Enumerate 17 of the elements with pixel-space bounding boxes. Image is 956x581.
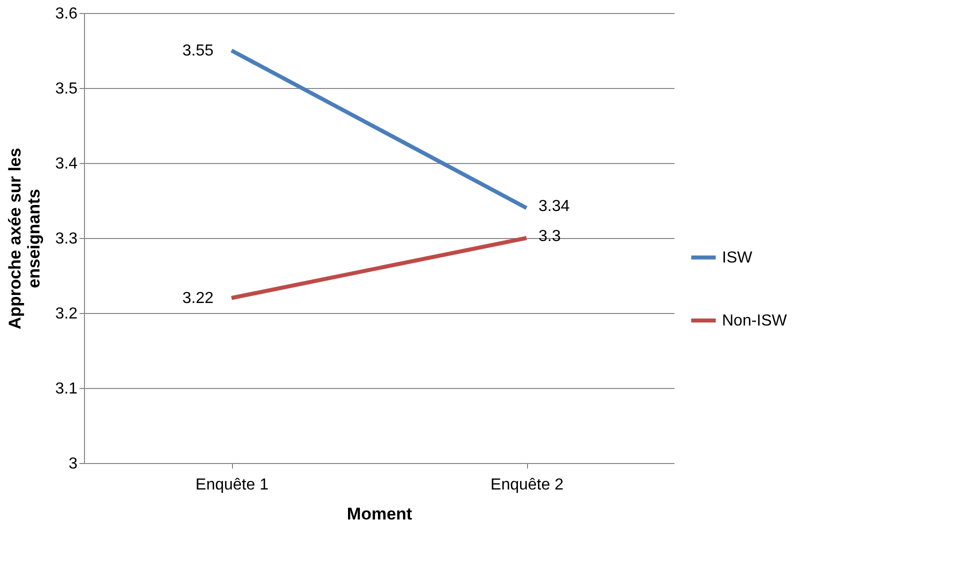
data-label: 3.3 bbox=[538, 228, 561, 245]
x-axis-title: Moment bbox=[346, 504, 412, 524]
y-tick-label: 3.6 bbox=[55, 6, 78, 22]
y-tick-label: 3.1 bbox=[55, 380, 78, 398]
y-tick-label: 3.3 bbox=[55, 230, 78, 248]
data-label: 3.22 bbox=[182, 290, 214, 307]
x-tick-label: Enquête 2 bbox=[490, 476, 564, 494]
y-tick-label: 3 bbox=[68, 456, 78, 472]
legend-label: ISW bbox=[722, 250, 754, 266]
y-tick-label: 3.2 bbox=[55, 306, 78, 322]
data-label: 3.55 bbox=[182, 42, 214, 60]
y-tick-label: 3.5 bbox=[55, 80, 78, 98]
y-tick-label: 3.4 bbox=[55, 156, 78, 172]
x-tick-label: Enquête 1 bbox=[196, 476, 269, 494]
data-label: 3.34 bbox=[538, 198, 570, 215]
y-axis-title: Approche axée sur les enseignants bbox=[5, 148, 44, 330]
legend-label: Non-ISW bbox=[722, 312, 788, 330]
